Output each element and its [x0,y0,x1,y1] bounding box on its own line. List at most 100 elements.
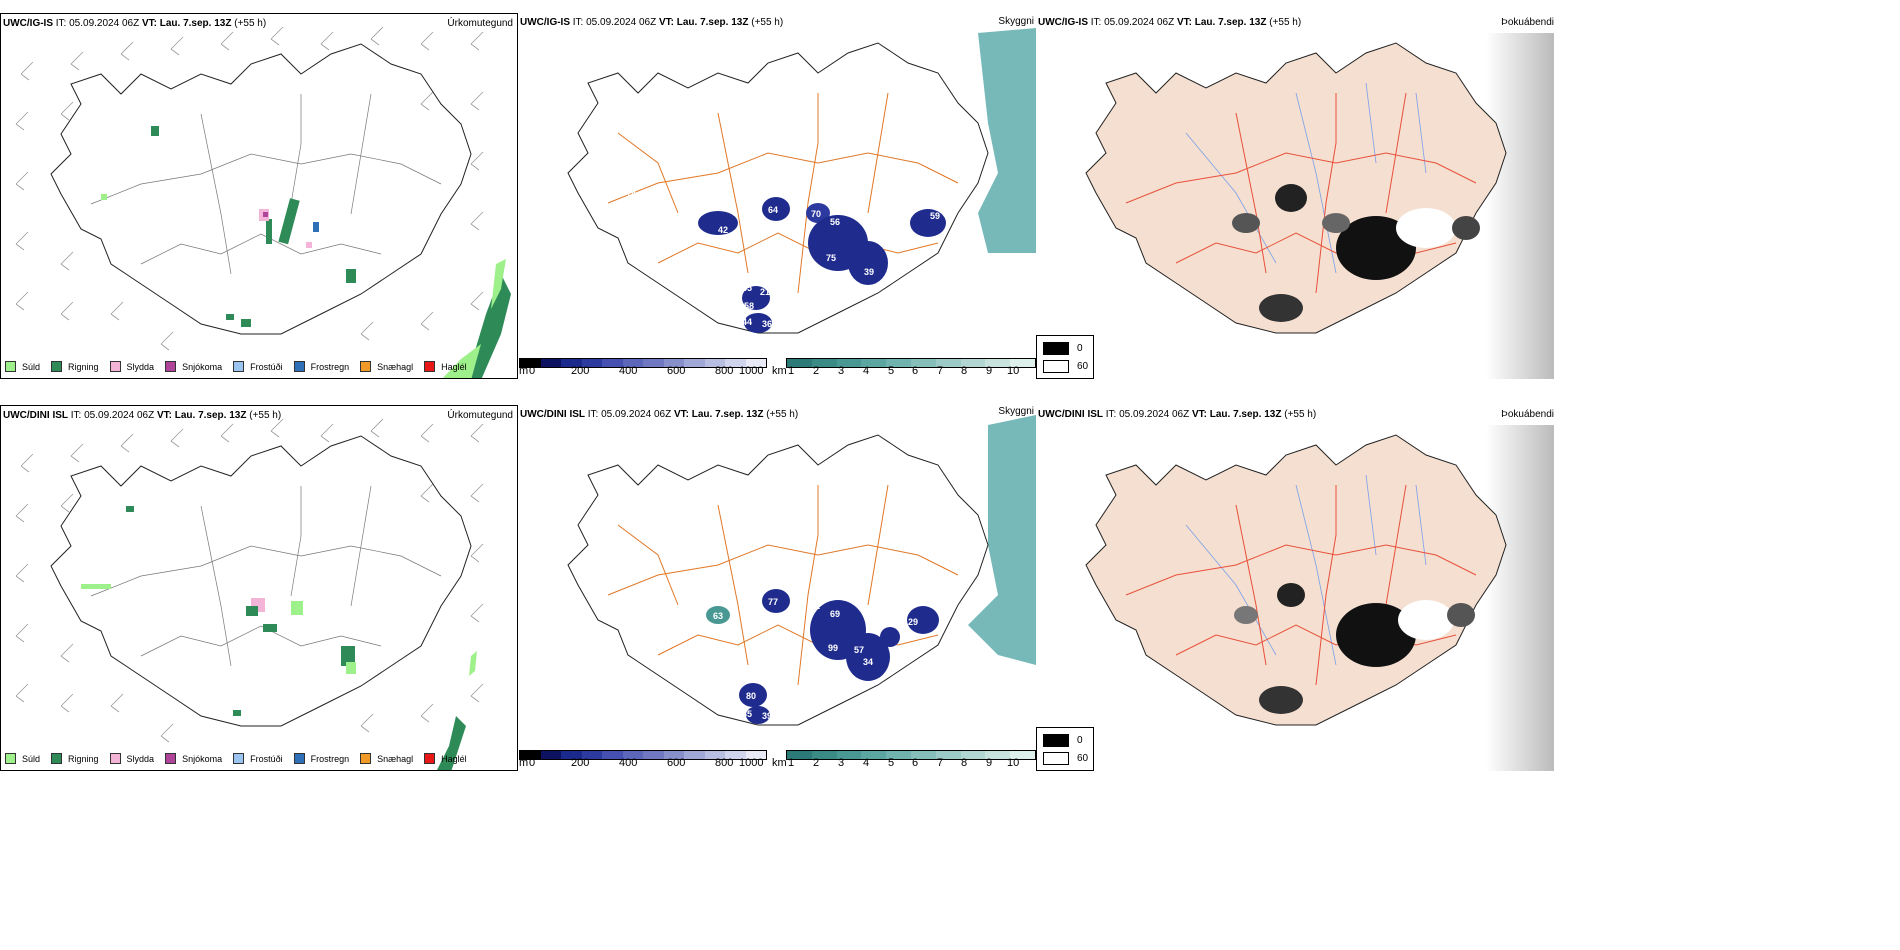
sea-low-visibility [968,415,1036,665]
precip-legend: Súld Rigning Slydda Snjókoma Frostúði Fr… [5,753,478,764]
parameter-title: Skyggni [998,16,1034,27]
ceiling-label: 64 [768,205,778,215]
legend-item-snaehagl: Snæhagl [360,753,413,764]
wind-barbs [15,26,484,351]
ceiling-ticks: 0 200 400 600 800 1000 [529,757,764,769]
iceland-map [15,418,484,770]
parameter-title: Þokuábendi [1501,17,1554,28]
legend-item-slydda: Slydda [109,361,154,372]
ceiling-label: 36 [762,319,772,329]
road-network [607,92,959,294]
rivers [1185,474,1427,666]
legend-item-haglel: Haglél [424,361,467,372]
fog-legend-light [1043,752,1069,765]
ceiling-label: 29 [908,617,918,627]
fog-legend: 0 60 [1036,727,1094,771]
ceiling-label: 39 [762,711,772,721]
legend-swatch [165,361,177,372]
ceiling-label: 59 [930,211,940,221]
cloud-panel-1: 64 70 56 42 12 75 39 59 85 21 58 44 36 1… [518,13,1036,379]
legend-item-haglel: Haglél [424,753,467,764]
sea-low-visibility [978,28,1036,253]
legend-item-snjokoma: Snjókoma [165,753,222,764]
legend-item-snaehagl: Snæhagl [360,361,413,372]
ceiling-areas [706,589,939,724]
legend-item-frostregn: Frostregn [293,753,349,764]
ceiling-label: 72 [810,601,820,611]
legend-swatch [360,361,372,372]
legend-swatch [5,361,16,372]
legend-item-frostudi: Frostúði [233,753,283,764]
fog-panel-1: UWC/IG-IS IT: 05.09.2024 06Z VT: Lau. 7.… [1036,13,1554,379]
legend-item-frostregn: Frostregn [293,361,349,372]
ceiling-label: 44 [742,317,752,327]
parameter-title: Úrkomutegund [447,410,513,421]
visibility-colorbar [786,358,1036,368]
legend-item-frostudi: Frostúði [233,361,283,372]
fog-panel-2: UWC/DINI ISL IT: 05.09.2024 06Z VT: Lau.… [1036,405,1554,771]
precip-cells [81,506,477,770]
fog-areas [1232,184,1480,322]
iceland-map [15,26,511,378]
fog-legend-light [1043,360,1069,373]
precip-cells [101,126,511,378]
precip-legend: Súld Rigning Slydda Snjókoma Frostúði Fr… [5,361,478,372]
legend-swatch [424,361,436,372]
ceiling-label: 42 [718,225,728,235]
ceiling-values: 77 72 69 63 99 57 34 29 22 80 45 39 [713,597,918,721]
legend-swatch [233,753,245,764]
iceland-map: 77 72 69 63 99 57 34 29 22 80 45 39 [567,415,1036,726]
visibility-unit: km [772,757,787,769]
legend-item-slydda: Slydda [109,753,154,764]
ceiling-label: 34 [863,657,873,667]
legend-item-rigning: Rigning [51,361,99,372]
ceiling-label: 80 [746,691,756,701]
rivers [1185,82,1427,274]
ceiling-values: 64 70 56 42 12 75 39 59 85 21 58 44 36 1… [626,189,940,329]
parameter-title: Skyggni [998,406,1034,417]
precip-panel-2: UWC/DINI ISL IT: 05.09.2024 06Z VT: Lau.… [0,405,518,771]
ceiling-label: 56 [830,217,840,227]
fog-legend-dark [1043,734,1069,747]
ceiling-areas [698,197,946,333]
wind-barbs [15,418,484,743]
fog-areas [1234,583,1475,714]
fog-legend-dark [1043,342,1069,355]
ceiling-label: 85 [742,283,752,293]
iceland-outline [50,43,472,335]
legend-item-rigning: Rigning [51,753,99,764]
panel-header: UWC/DINI ISL IT: 05.09.2024 06Z VT: Lau.… [520,409,799,420]
iceland-map [1085,33,1554,379]
parameter-title: Úrkomutegund [447,18,513,29]
ceiling-ticks: 0 200 400 600 800 1000 [529,365,764,377]
ceiling-label: 57 [854,645,864,655]
ceiling-unit: m [519,365,529,377]
ceiling-label: 45 [742,709,752,719]
iceland-map [1085,425,1554,771]
ceiling-label: 58 [744,301,754,311]
iceland-map: 64 70 56 42 12 75 39 59 85 21 58 44 36 1… [567,28,1036,334]
legend-swatch [165,753,177,764]
parameter-title: Þokuábendi [1501,409,1554,420]
ceiling-label: 14 [626,189,636,199]
road-network [90,93,442,275]
ceiling-unit: m [519,757,529,769]
legend-swatch [5,753,16,764]
visibility-ticks: 1 2 3 4 5 6 7 8 9 10 [788,757,1020,769]
legend-swatch [51,361,63,372]
ceiling-label: 99 [828,643,838,653]
panel-header: UWC/IG-IS IT: 05.09.2024 06Z VT: Lau. 7.… [3,18,267,29]
ceiling-label: 22 [743,675,753,685]
visibility-unit: km [772,365,787,377]
ceiling-label: 70 [811,209,821,219]
ceiling-label: 12 [758,221,768,231]
legend-swatch [109,753,121,764]
legend-item-suld: Súld [5,753,40,764]
visibility-colorbar [786,750,1036,760]
ceiling-label: 69 [830,609,840,619]
ceiling-label: 63 [713,611,723,621]
precip-panel-1: UWC/IG-IS IT: 05.09.2024 06Z VT: Lau. 7.… [0,13,518,379]
legend-swatch [293,361,305,372]
legend-item-suld: Súld [5,361,40,372]
ceiling-label: 77 [768,597,778,607]
